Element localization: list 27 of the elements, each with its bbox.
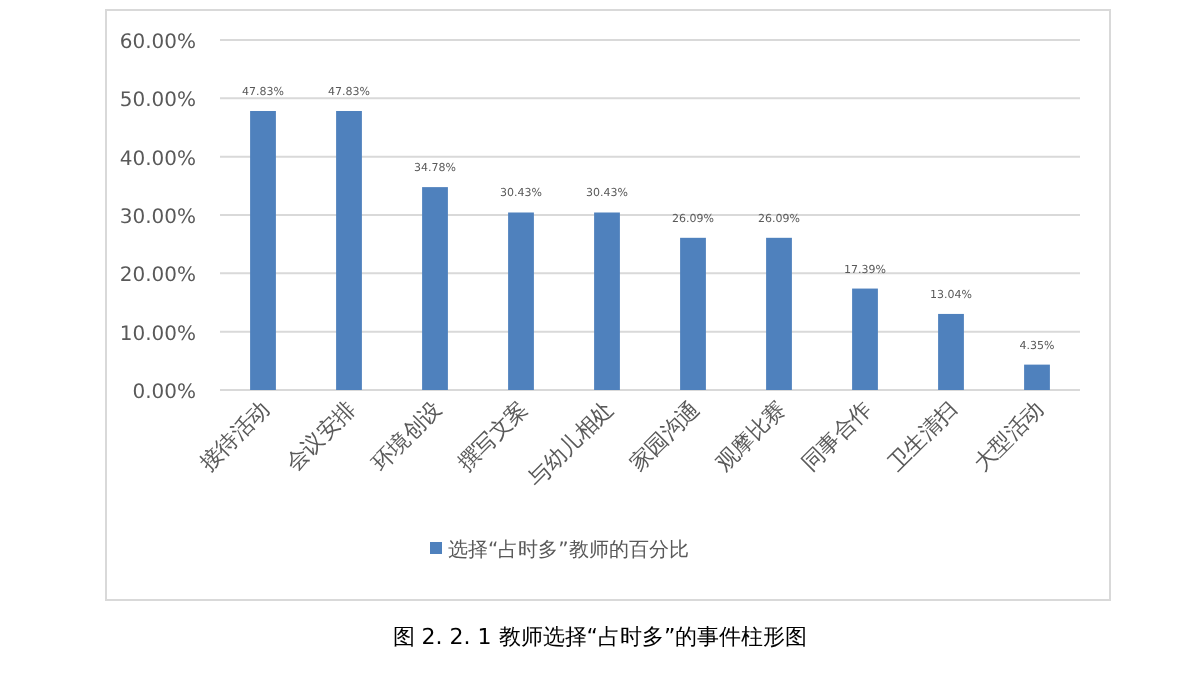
bar: [938, 313, 964, 390]
x-tick-label: 同事合作: [796, 395, 878, 477]
bar: [1024, 364, 1050, 390]
bar: [594, 212, 620, 390]
x-tick-label: 接待活动: [194, 395, 276, 477]
y-tick-label: 50.00%: [119, 90, 196, 113]
bar: [852, 288, 878, 390]
x-tick-label: 观摩比赛: [710, 395, 792, 477]
x-tick-label: 卫生清扫: [882, 395, 964, 477]
x-tick-label: 环境创设: [366, 395, 448, 477]
x-tick-label: 会议安排: [280, 395, 362, 477]
y-tick-label: 60.00%: [119, 32, 196, 54]
bar: [250, 110, 276, 390]
bar: [422, 187, 448, 390]
bar: [766, 237, 792, 390]
y-tick-label: 40.00%: [119, 148, 196, 171]
x-tick-label: 家园沟通: [624, 395, 706, 477]
caption: 图 2. 2. 1 教师选择“占时多”的事件柱形图: [392, 624, 808, 650]
y-tick-label: 10.00%: [119, 323, 196, 346]
bar: [508, 212, 534, 390]
y-tick-label: 0.00%: [132, 382, 196, 404]
y-tick-label: 30.00%: [119, 207, 196, 229]
bar: [680, 237, 706, 390]
y-tick-label: 20.00%: [119, 265, 196, 288]
x-tick-label: 大型活动: [968, 395, 1050, 477]
legend-label: 选择“占时多”教师的百分比: [448, 538, 689, 562]
bar: [336, 110, 362, 390]
